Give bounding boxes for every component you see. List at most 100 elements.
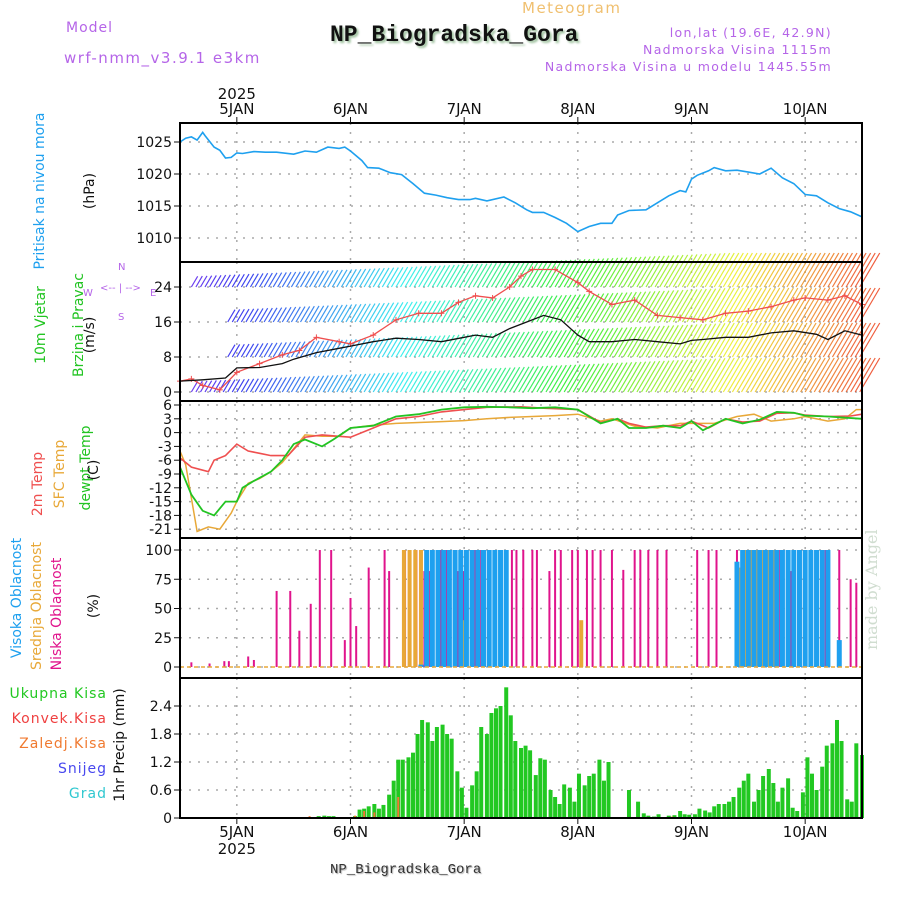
wind-barb xyxy=(731,287,753,323)
wind-barb xyxy=(822,357,844,393)
wind-barb xyxy=(236,273,245,288)
wind-barb xyxy=(422,370,437,393)
y-tick-label: 0 xyxy=(163,426,172,442)
wind-barb xyxy=(622,361,642,393)
wind-barb xyxy=(841,357,863,393)
wind-barb xyxy=(768,322,790,358)
wind-gust-marker xyxy=(296,347,303,354)
wind-barb xyxy=(836,287,858,323)
total-rain-bar xyxy=(697,808,702,818)
wind-barb xyxy=(613,327,633,358)
wind-barb xyxy=(240,343,250,358)
wind-barb xyxy=(536,365,553,393)
wind-barb xyxy=(386,267,399,288)
wind-barb xyxy=(427,300,441,323)
wind-barb xyxy=(390,372,404,393)
mid-cloud-bar xyxy=(407,550,412,667)
wind-barb xyxy=(672,359,693,393)
wind-gust-marker xyxy=(472,292,479,299)
wind-barb xyxy=(686,288,707,323)
wind-barb xyxy=(554,364,572,393)
high-cloud-bar xyxy=(774,550,780,667)
wind-barb xyxy=(381,302,395,323)
total-rain-bar xyxy=(800,792,805,818)
wind-barb xyxy=(663,254,684,288)
wind-barb xyxy=(263,272,273,288)
wind-barb xyxy=(227,344,236,358)
wind-barb xyxy=(404,266,418,288)
wind-barb xyxy=(518,366,535,393)
wind-barb xyxy=(800,252,822,288)
wind-barb xyxy=(359,303,371,323)
low-cloud-bar xyxy=(355,626,358,667)
wind-barb xyxy=(527,365,544,393)
wind-barb xyxy=(413,265,427,288)
year-label-bottom: 2025 xyxy=(218,840,256,858)
wind-barb xyxy=(745,252,767,288)
total-rain-bar xyxy=(474,771,479,818)
high-cloud-bar xyxy=(762,550,768,667)
wind-barb xyxy=(759,252,781,288)
wind-barb xyxy=(336,374,348,393)
total-rain-bar xyxy=(470,785,475,818)
wind-gust-marker xyxy=(438,310,445,317)
wind-barb xyxy=(650,290,670,323)
wind-barb xyxy=(590,363,609,393)
low-cloud-bar xyxy=(656,550,659,667)
wind-barb xyxy=(422,300,437,323)
wind-barb xyxy=(690,358,712,393)
wind-barb xyxy=(681,253,703,288)
wind-barb xyxy=(859,357,881,393)
total-rain-bar xyxy=(703,810,708,818)
panel-frame xyxy=(179,677,863,819)
wind-barb xyxy=(427,265,441,288)
total-rain-bar xyxy=(528,750,533,818)
wind-barb xyxy=(381,337,395,358)
high-cloud-bar xyxy=(757,550,763,667)
mid-cloud-bar xyxy=(579,620,584,667)
wind-barb xyxy=(290,271,301,288)
high-cloud-bar xyxy=(418,664,424,667)
y-tick-label: 1.2 xyxy=(150,755,172,771)
wind-barb xyxy=(327,339,339,358)
wind-barb xyxy=(836,357,858,393)
wind-barb xyxy=(481,367,497,393)
wind-barb xyxy=(227,309,236,323)
low-cloud-bar xyxy=(554,550,557,667)
wind-barb xyxy=(245,378,255,393)
wind-barb xyxy=(850,322,872,358)
total-rain-bar xyxy=(656,814,661,818)
low-cloud-bar xyxy=(715,550,718,667)
wind-barb xyxy=(386,372,399,393)
wind-gust-marker xyxy=(824,297,831,304)
wind-barb xyxy=(586,363,605,393)
wind-barb xyxy=(713,287,735,323)
wind-barb xyxy=(604,327,623,358)
total-rain-bar xyxy=(687,814,692,818)
wind-barb xyxy=(322,340,334,358)
wind-barb xyxy=(700,253,721,288)
total-rain-bar xyxy=(766,768,771,818)
wind-gust-marker xyxy=(370,332,377,339)
wind-barb xyxy=(195,275,203,288)
wind-barb xyxy=(563,364,581,393)
x-tick-label-bottom: 5JAN xyxy=(219,823,254,841)
wind-barb xyxy=(827,322,849,358)
wind-barb xyxy=(841,287,863,323)
wind-barb xyxy=(368,373,381,393)
wind-barb xyxy=(791,322,813,358)
panel-frame xyxy=(179,122,863,263)
low-cloud-bar xyxy=(633,550,636,667)
wind-barb xyxy=(490,297,507,323)
x-tick-label-top: 7JAN xyxy=(447,100,482,118)
total-rain-bar xyxy=(834,719,839,818)
wind-gust-marker xyxy=(654,312,661,319)
wind-barb xyxy=(190,275,199,288)
wind-barb xyxy=(468,368,483,393)
wind-barb xyxy=(522,296,539,323)
y-tick-label: 1.8 xyxy=(150,727,172,743)
total-rain-bar xyxy=(387,794,392,818)
high-cloud-bar xyxy=(740,550,746,667)
wind-barb xyxy=(572,328,591,358)
lonlat-info: lon,lat (19.6E, 42.9N) xyxy=(669,25,832,40)
